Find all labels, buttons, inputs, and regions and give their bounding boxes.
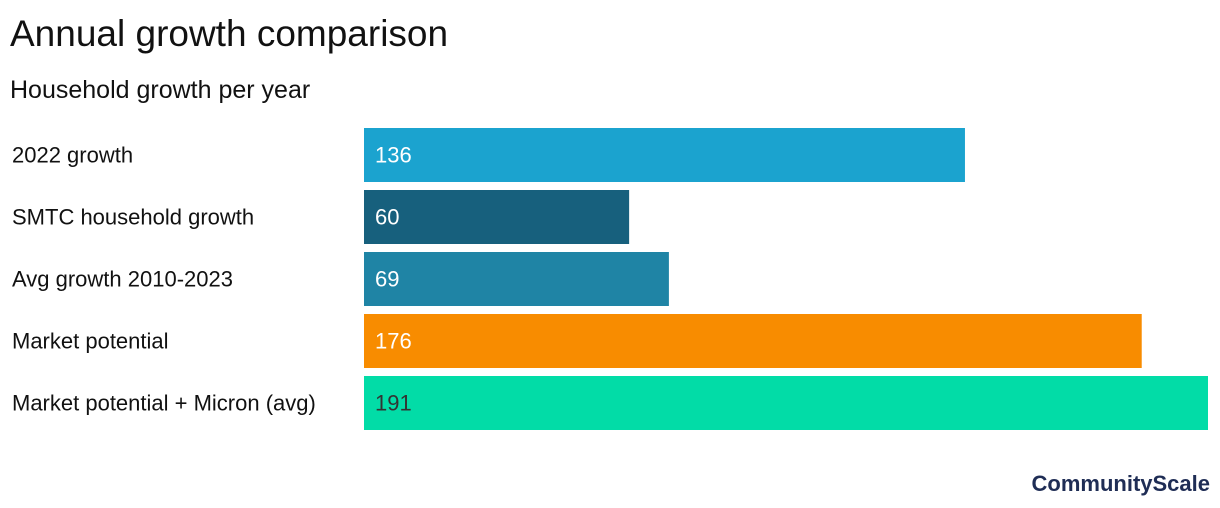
category-label: Avg growth 2010-2023 [12, 267, 233, 292]
category-label: SMTC household growth [12, 205, 254, 230]
bar [364, 190, 630, 244]
value-label: 60 [375, 205, 399, 230]
bar [364, 252, 669, 306]
value-label: 191 [375, 391, 412, 416]
chart-subtitle: Household growth per year [10, 76, 311, 104]
value-label: 136 [375, 143, 412, 168]
bar [364, 314, 1142, 368]
value-label: 69 [375, 267, 399, 292]
category-label: Market potential + Micron (avg) [12, 391, 316, 416]
category-label: 2022 growth [12, 143, 133, 168]
chart-title: Annual growth comparison [10, 13, 449, 54]
category-label: Market potential [12, 329, 169, 354]
value-label: 176 [375, 329, 412, 354]
bar [364, 376, 1208, 430]
brand-logo-text: CommunityScale [1031, 471, 1211, 496]
bar [364, 128, 965, 182]
